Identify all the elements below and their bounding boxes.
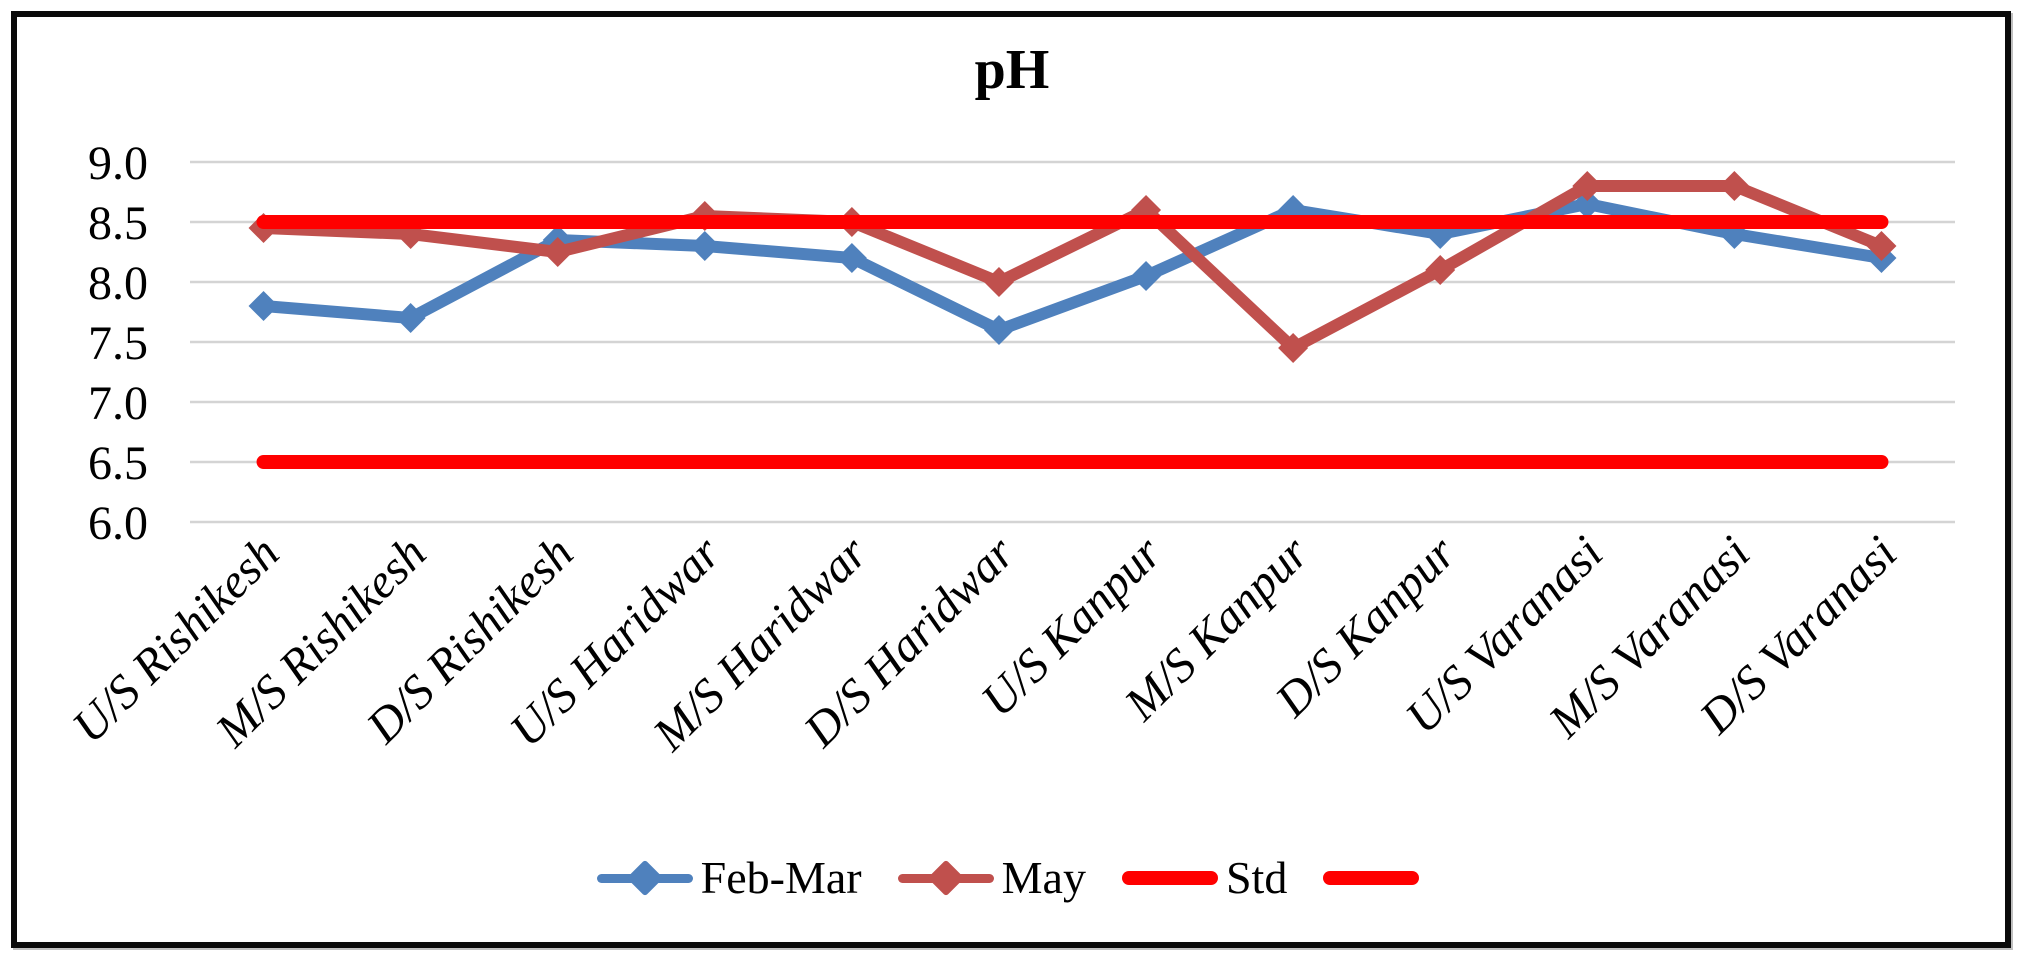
data-point-marker <box>1278 333 1309 363</box>
legend-label-may: May <box>1001 852 1086 903</box>
data-point-marker <box>1719 171 1750 201</box>
y-tick-label: 8.0 <box>88 257 148 310</box>
legend-item-std-lower <box>1323 871 1427 885</box>
series-line-may <box>257 180 1888 354</box>
y-tick-label: 7.5 <box>88 317 148 370</box>
legend-item-may: May <box>897 852 1086 903</box>
data-point-marker <box>836 243 867 273</box>
data-point-marker <box>1866 231 1897 261</box>
y-tick-label: 7.0 <box>88 377 148 430</box>
legend-label-feb-mar: Feb-Mar <box>700 852 862 903</box>
diamond-marker-icon <box>927 859 965 897</box>
legend: Feb-Mar May Std <box>0 852 2024 904</box>
data-point-marker <box>983 267 1014 297</box>
data-point-marker <box>983 315 1014 345</box>
figure-border <box>11 11 2011 948</box>
data-point-marker <box>248 291 279 321</box>
data-point-marker <box>1572 171 1603 201</box>
legend-item-feb-mar: Feb-Mar <box>596 852 862 903</box>
y-tick-label: 9.0 <box>88 137 148 190</box>
legend-label-std: Std <box>1225 852 1288 903</box>
y-tick-label: 6.5 <box>88 437 148 490</box>
data-point-marker <box>1131 261 1162 291</box>
chart-title: pH <box>974 39 1050 101</box>
y-tick-label: 6.0 <box>88 497 148 550</box>
may-line-swatch <box>897 859 994 897</box>
data-point-marker <box>689 231 720 261</box>
y-axis-tick-labels: 9.0 8.5 8.0 7.5 7.0 6.5 6.0 <box>88 137 148 550</box>
series-feb-mar <box>248 189 1897 345</box>
data-point-marker <box>542 237 573 267</box>
feb-mar-line-swatch <box>596 859 693 897</box>
data-point-marker <box>395 303 426 333</box>
y-tick-label: 8.5 <box>88 197 148 250</box>
data-point-marker <box>1425 255 1456 285</box>
std-lower-line-swatch <box>1323 871 1420 885</box>
legend-item-std: Std <box>1121 852 1288 903</box>
std-line-swatch <box>1121 871 1218 885</box>
diamond-marker-icon <box>626 859 664 897</box>
